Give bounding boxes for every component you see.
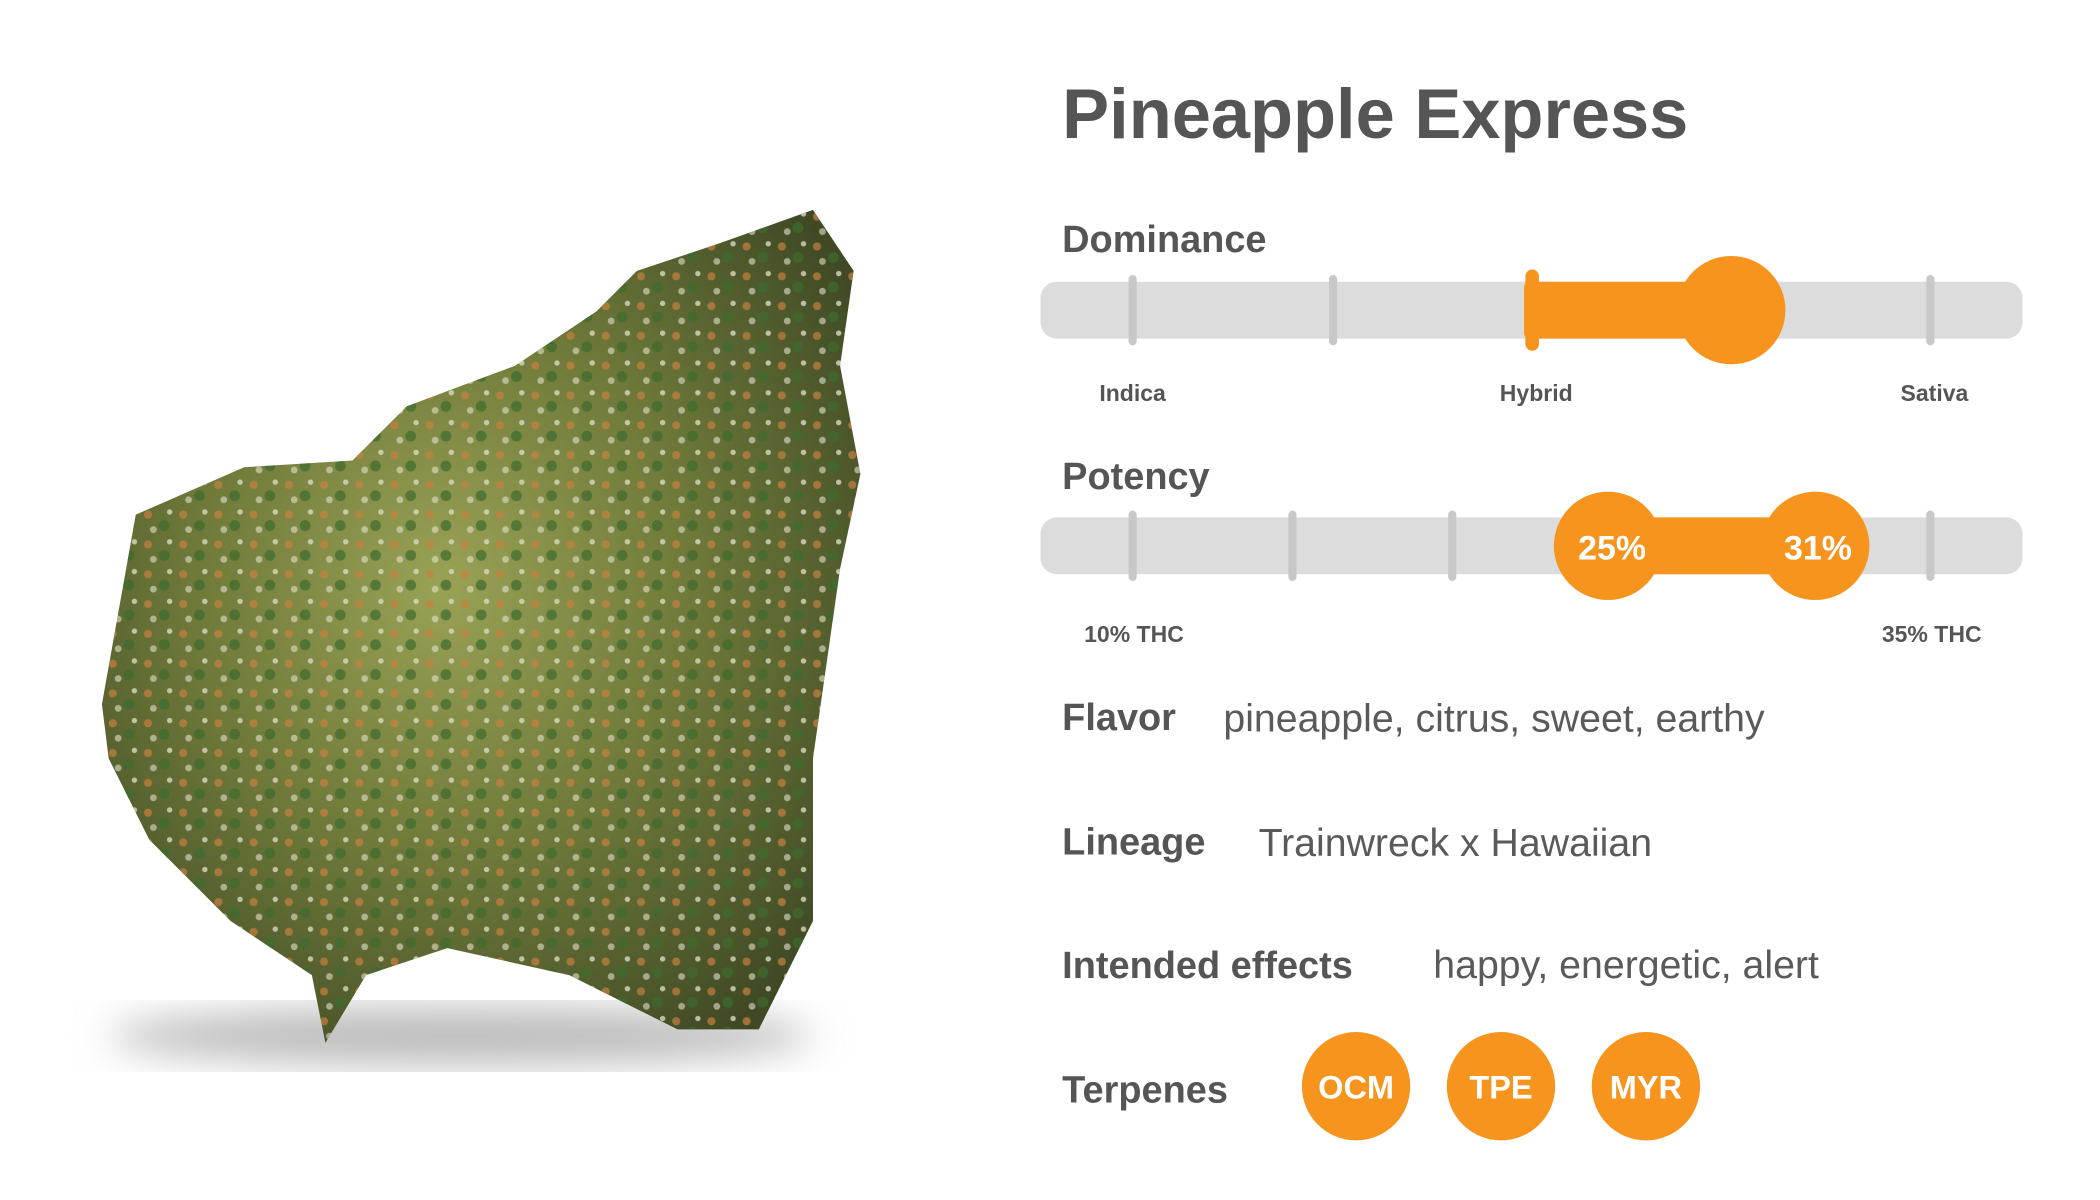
scale-label: 35% THC: [1882, 621, 1982, 647]
product-image: [101, 209, 861, 1066]
detail-label: Intended effects: [1062, 945, 1353, 987]
dominance-slider: [1040, 255, 2023, 365]
terpene: TPE: [1469, 1069, 1532, 1105]
dominance-label: Dominance: [1062, 219, 1266, 261]
terpene-badge: [1301, 1032, 1411, 1141]
detail-value: Trainwreck x Hawaiian: [1259, 821, 1653, 865]
potency-high: 31%: [1784, 529, 1852, 567]
terpenes-label: Terpenes: [1062, 1069, 1228, 1111]
terpene: OCM: [1318, 1069, 1394, 1105]
scale-label: 10% THC: [1084, 621, 1184, 647]
scale-label: Indica: [1099, 380, 1166, 406]
scale-label: Sativa: [1901, 380, 1969, 406]
terpene: MYR: [1610, 1069, 1682, 1105]
terpene-badge: [1591, 1032, 1701, 1141]
detail-value: happy, energetic, alert: [1433, 943, 1819, 987]
scale-label: Hybrid: [1500, 380, 1573, 406]
title: Pineapple Express: [1062, 74, 1688, 153]
potency-label: Potency: [1062, 456, 1209, 498]
detail-label: Flavor: [1062, 697, 1176, 739]
detail-label: Lineage: [1062, 822, 1205, 864]
detail-value: pineapple, citrus, sweet, earthy: [1223, 696, 1765, 740]
terpene-badge: [1446, 1032, 1556, 1141]
potency-slider: [1040, 491, 2023, 600]
potency-low: 25%: [1578, 529, 1646, 567]
